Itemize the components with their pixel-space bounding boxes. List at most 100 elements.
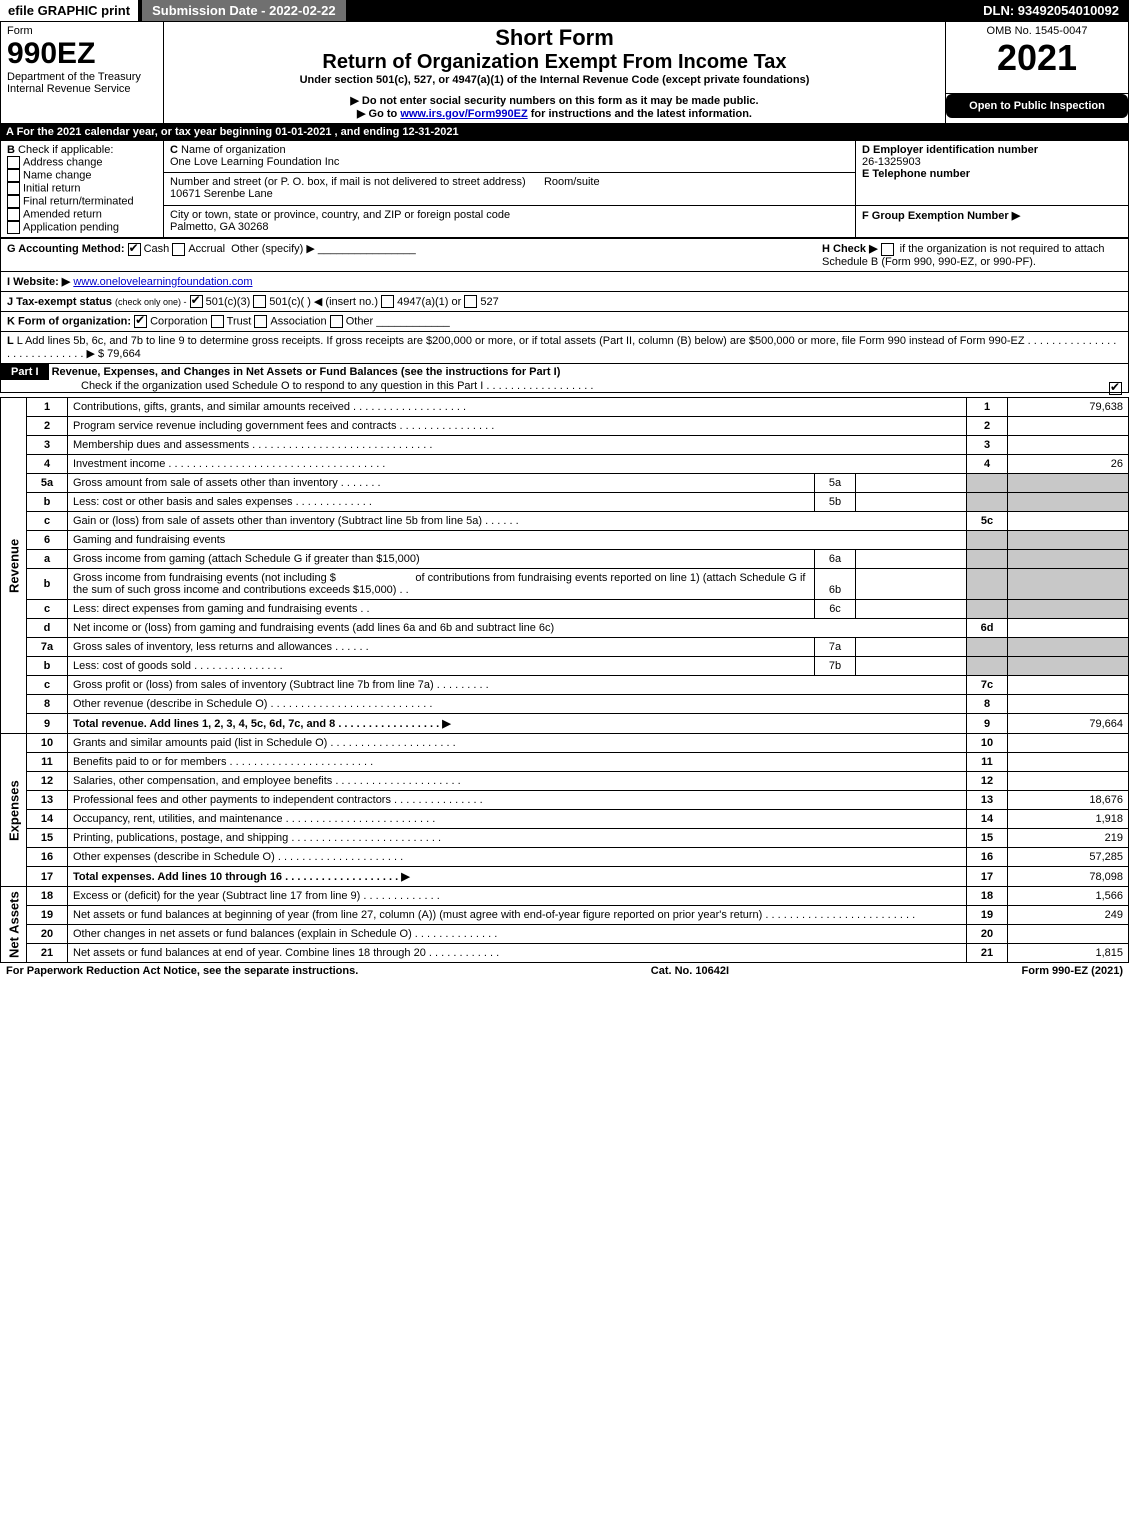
h-label: H Check ▶ [822, 243, 878, 255]
amended-checkbox[interactable] [7, 208, 20, 221]
part1-title: Revenue, Expenses, and Changes in Net As… [52, 366, 561, 378]
dept-treasury: Department of the Treasury [7, 71, 157, 83]
line-5c-desc: Gain or (loss) from sale of assets other… [68, 512, 967, 531]
cash-checkbox[interactable] [128, 243, 141, 256]
check-if-applicable: Check if applicable: [18, 144, 113, 156]
k-label: K Form of organization: [7, 316, 131, 328]
return-title: Return of Organization Exempt From Incom… [170, 51, 939, 74]
ein: 26-1325903 [862, 156, 921, 168]
line-13-desc: Professional fees and other payments to … [68, 791, 967, 810]
line-8-val [1008, 695, 1129, 714]
schedule-o-checkbox[interactable] [1109, 382, 1122, 395]
app-pending-checkbox[interactable] [7, 221, 20, 234]
h-checkbox[interactable] [881, 243, 894, 256]
line-19-val: 249 [1008, 906, 1129, 925]
line-12-val [1008, 772, 1129, 791]
line-15-desc: Printing, publications, postage, and shi… [68, 829, 967, 848]
line-12-desc: Salaries, other compensation, and employ… [68, 772, 967, 791]
top-bar: efile GRAPHIC print Submission Date - 20… [0, 0, 1129, 21]
pra-notice: For Paperwork Reduction Act Notice, see … [6, 965, 358, 977]
j-label: J Tax-exempt status [7, 296, 112, 308]
line-5c-val [1008, 512, 1129, 531]
revenue-section-label: Revenue [1, 398, 27, 734]
line-7a-desc: Gross sales of inventory, less returns a… [68, 638, 815, 656]
line-20-val [1008, 925, 1129, 944]
line-4-desc: Investment income . . . . . . . . . . . … [68, 455, 967, 474]
line-11-val [1008, 753, 1129, 772]
website-link[interactable]: www.onelovelearningfoundation.com [73, 276, 252, 288]
line-18-val: 1,566 [1008, 887, 1129, 906]
street-label: Number and street (or P. O. box, if mail… [170, 176, 526, 188]
line-19-desc: Net assets or fund balances at beginning… [68, 906, 967, 925]
501c-checkbox[interactable] [253, 295, 266, 308]
efile-label: efile GRAPHIC print [0, 0, 138, 21]
irs: Internal Revenue Service [7, 83, 157, 95]
line-2-desc: Program service revenue including govern… [68, 417, 967, 436]
501c3-checkbox[interactable] [190, 295, 203, 308]
trust: Trust [227, 316, 252, 328]
line-6b-desc: Gross income from fundraising events (no… [73, 572, 336, 584]
trust-checkbox[interactable] [211, 315, 224, 328]
i-label: I Website: ▶ [7, 276, 70, 288]
line-8-desc: Other revenue (describe in Schedule O) .… [68, 695, 967, 714]
section-d-label: D Employer identification number [862, 144, 1038, 156]
addr-change: Address change [23, 156, 103, 168]
line-20-desc: Other changes in net assets or fund bala… [68, 925, 967, 944]
line-3-val [1008, 436, 1129, 455]
line-13-val: 18,676 [1008, 791, 1129, 810]
line-4-val: 26 [1008, 455, 1129, 474]
line-17-desc: Total expenses. Add lines 10 through 16 … [73, 871, 410, 883]
corp-checkbox[interactable] [134, 315, 147, 328]
assoc-checkbox[interactable] [254, 315, 267, 328]
527-checkbox[interactable] [464, 295, 477, 308]
line-10-val [1008, 734, 1129, 753]
accrual-checkbox[interactable] [172, 243, 185, 256]
4947: 4947(a)(1) or [397, 296, 461, 308]
amended: Amended return [23, 208, 102, 220]
section-f-label: F Group Exemption Number ▶ [862, 210, 1020, 222]
line-15-val: 219 [1008, 829, 1129, 848]
section-g-table: G Accounting Method: Cash Accrual Other … [0, 238, 1129, 272]
goto-prefix: ▶ Go to [357, 108, 400, 120]
final-return-checkbox[interactable] [7, 195, 20, 208]
header-table: Form 990EZ Department of the Treasury In… [0, 21, 1129, 124]
line-6-desc: Gaming and fundraising events [68, 531, 967, 550]
line-1-desc: Contributions, gifts, grants, and simila… [68, 398, 967, 417]
tax-year: 2021 [952, 37, 1122, 79]
goto-link[interactable]: www.irs.gov/Form990EZ [400, 108, 527, 120]
name-change-checkbox[interactable] [7, 169, 20, 182]
j-rest: (check only one) - [115, 297, 187, 307]
501c3: 501(c)(3) [206, 296, 251, 308]
section-b-label: B [7, 144, 15, 156]
line-5a-desc: Gross amount from sale of assets other t… [68, 474, 815, 492]
app-pending: Application pending [23, 221, 119, 233]
ssn-warning: ▶ Do not enter social security numbers o… [170, 94, 939, 107]
open-public-inspection: Open to Public Inspection [946, 94, 1128, 118]
line-7c-desc: Gross profit or (loss) from sales of inv… [68, 676, 967, 695]
street: 10671 Serenbe Lane [170, 188, 273, 200]
dln: DLN: 93492054010092 [973, 0, 1129, 21]
addr-change-checkbox[interactable] [7, 156, 20, 169]
line-3-desc: Membership dues and assessments . . . . … [68, 436, 967, 455]
line-5b-desc: Less: cost or other basis and sales expe… [68, 493, 815, 511]
line-6d-desc: Net income or (loss) from gaming and fun… [68, 619, 967, 638]
4947-checkbox[interactable] [381, 295, 394, 308]
line-10-desc: Grants and similar amounts paid (list in… [68, 734, 967, 753]
section-b-table: B Check if applicable: Address change Na… [0, 140, 1129, 238]
submission-date: Submission Date - 2022-02-22 [142, 0, 346, 21]
line-21-val: 1,815 [1008, 944, 1129, 963]
netassets-section-label: Net Assets [1, 887, 27, 963]
name-of-org-label: Name of organization [181, 144, 286, 156]
org-name: One Love Learning Foundation Inc [170, 156, 339, 168]
line-17-val: 78,098 [1008, 867, 1129, 887]
other-org-checkbox[interactable] [330, 315, 343, 328]
goto-suffix: for instructions and the latest informat… [531, 108, 752, 120]
other-org: Other [346, 316, 374, 328]
short-form-title: Short Form [170, 25, 939, 51]
omb-no: OMB No. 1545-0047 [952, 25, 1122, 37]
line-7c-val [1008, 676, 1129, 695]
other-method: Other (specify) ▶ [231, 243, 315, 255]
line-6a-desc: Gross income from gaming (attach Schedul… [68, 550, 815, 568]
initial-return-checkbox[interactable] [7, 182, 20, 195]
line-18-desc: Excess or (deficit) for the year (Subtra… [68, 887, 967, 906]
